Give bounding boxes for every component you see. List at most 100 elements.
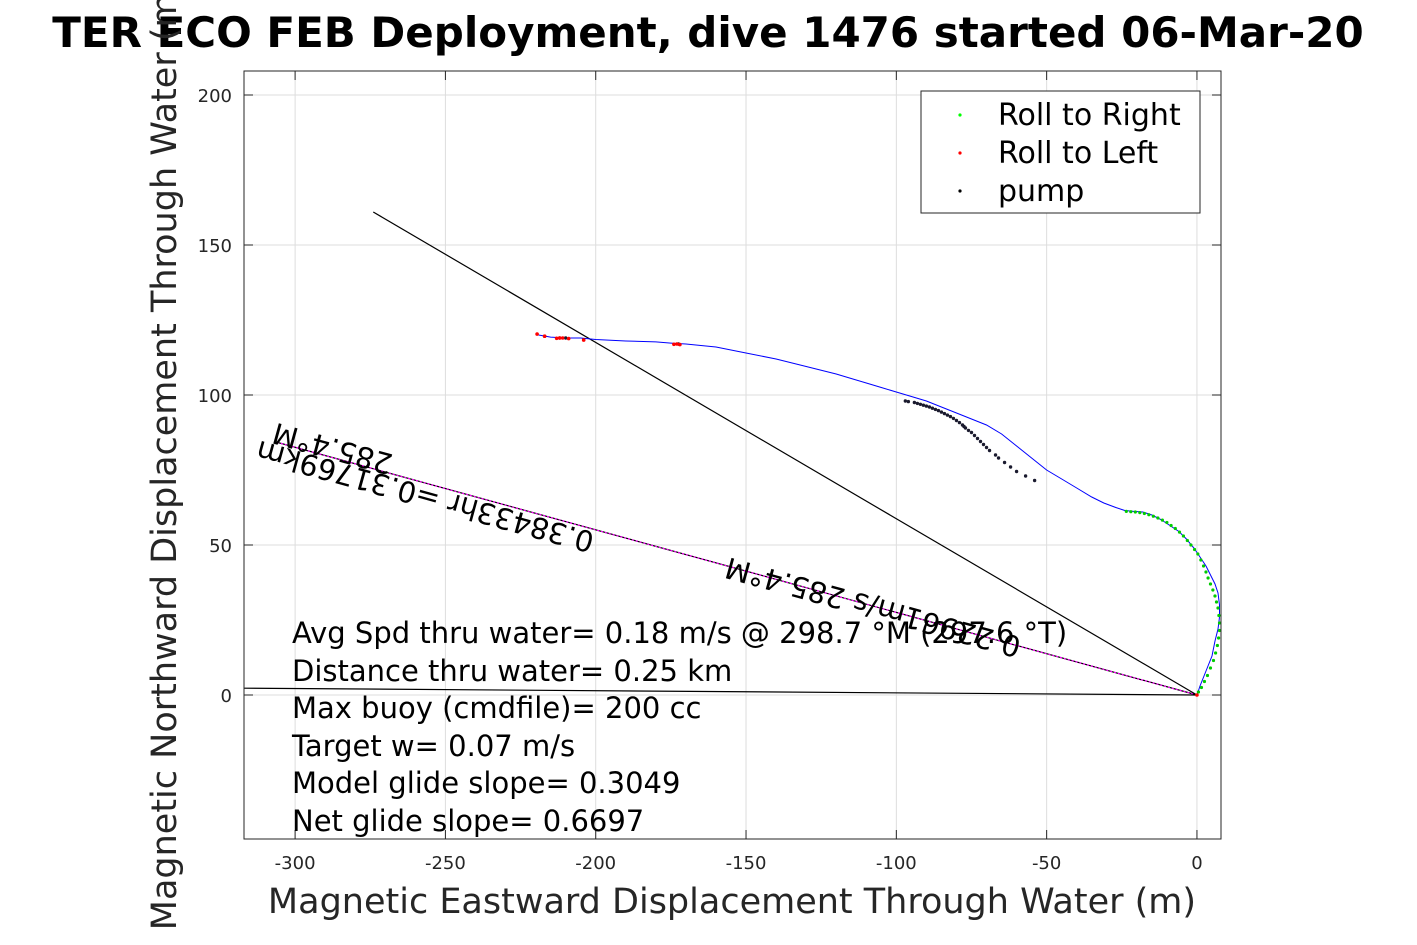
roll-right-point [1204,570,1208,574]
roll-right-point [1213,651,1218,655]
roll-right-point [1142,511,1146,516]
roll-left-point [535,332,539,336]
axis-ticks: -300 -250 -200 -150 -100 -50 0 0 50 100 150 200 [198,71,1221,874]
roll-left-point [1195,693,1199,697]
roll-right-point [1211,588,1215,592]
roll-right-point [1196,690,1201,694]
pump-point [933,407,938,412]
roll-right-point [1206,576,1210,580]
roll-right-point [1217,628,1221,633]
y-tick-label: 0 [221,686,232,707]
roll-right-point [1216,606,1220,610]
roll-right-point [1147,513,1151,517]
net-displacement-line [372,211,1198,696]
grid [244,71,1221,839]
y-tick-label: 100 [198,386,232,407]
pump-point [945,413,950,417]
roll-right-point [1133,510,1137,514]
roll-right-point [1156,516,1160,520]
pump-point [987,448,992,453]
roll-left-point [566,336,571,341]
legend-label-pump: pump [998,174,1084,209]
pump-point [939,410,944,414]
x-tick-label: -150 [726,853,767,874]
annotation-distance: Distance thru water= 0.25 km [292,654,732,688]
pump-point [981,442,986,447]
pump-point [969,430,974,435]
roll-right-point [1196,552,1200,556]
pump-point [918,402,923,406]
pump-point [915,401,920,406]
legend-marker-roll-left [958,151,962,155]
pump-point [930,406,935,410]
roll-right-point [1151,514,1155,518]
x-tick-label: -250 [425,853,466,874]
pump-point [996,456,1001,460]
roll-right-point [1181,534,1186,538]
pump-point [966,428,971,433]
roll-left-point [581,338,586,342]
annotation-target-w: Target w= 0.07 m/s [291,729,575,763]
annotation-net-glide: Net glide slope= 0.6697 [292,804,644,838]
pump-point [921,403,926,407]
roll-right-point [1216,636,1221,640]
pump-point [924,404,929,408]
roll-left-point [560,336,565,340]
x-tick-label: 0 [1191,853,1202,874]
current-line [244,687,1197,696]
annotation-block: Avg Spd thru water= 0.18 m/s @ 298.7 °M … [291,616,1067,838]
roll-left-point [557,336,562,340]
roll-right-point [1169,523,1173,528]
x-axis-label: Magnetic Eastward Displacement Through W… [268,882,1196,922]
y-tick-label: 150 [198,236,232,257]
x-tick-label: -200 [575,853,616,874]
legend-label-roll-left: Roll to Left [998,136,1158,171]
x-tick-label: -50 [1032,853,1061,874]
chart-title: TER ECO FEB Deployment, dive 1476 starte… [52,8,1363,57]
pump-point [978,439,983,444]
roll-right-point [1205,673,1210,678]
legend-marker-pump [958,189,962,193]
roll-left-point [675,342,679,346]
roll-right-point [1165,520,1169,525]
roll-right-point [1217,613,1221,618]
pump-point [1023,474,1028,478]
pump-point [972,433,977,438]
y-tick-label: 200 [198,86,232,107]
pump-point [1008,465,1013,469]
roll-right-point [1208,666,1213,670]
roll-right-point [1199,685,1204,690]
heading-line-overlay [273,440,1198,696]
roll-left-point [672,342,676,347]
pump-point [942,411,947,416]
pump-point [954,418,959,423]
roll-right-point [1199,558,1203,562]
annotation-max-buoy: Max buoy (cmdfile)= 200 cc [292,691,701,725]
roll-right-point [1202,679,1207,684]
pump-point [1032,478,1037,483]
roll-right-point [1160,518,1164,522]
pump-point [951,416,956,421]
pump-point [912,400,917,405]
roll-right-point [1177,530,1182,534]
roll-right-point [1217,621,1221,625]
y-axis-label: Magnetic Northward Displacement Through … [145,0,185,930]
plot-marks [244,211,1221,697]
pump-point [563,336,568,340]
pump-point [975,436,980,441]
legend-box [920,90,1201,214]
pump-point [984,445,989,450]
pump-point [1014,469,1019,474]
pump-point [936,408,941,413]
roll-right-point [1211,658,1216,663]
annotation-avg-speed: Avg Spd thru water= 0.18 m/s @ 298.7 °M … [292,616,1067,650]
legend-marker-roll-right [958,113,962,117]
pump-point [960,423,965,427]
roll-right-point [1214,600,1219,604]
pump-point [1002,460,1007,465]
roll-right-point [1124,509,1128,513]
pump-point [906,399,911,404]
roll-right-point [1201,564,1206,568]
x-tick-label: -300 [275,853,316,874]
